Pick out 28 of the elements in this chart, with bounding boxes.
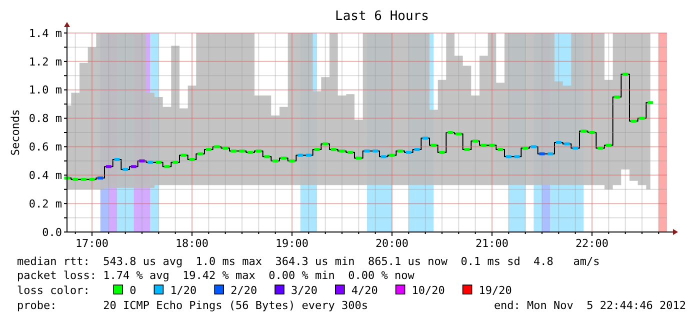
legend-label: 10/20 (412, 284, 445, 297)
y-tick-label: 1.0 m (28, 84, 62, 97)
y-tick-label: 0.4 m (28, 168, 62, 182)
legend-label: 0 (130, 284, 136, 297)
x-tick-label: 20:00 (375, 237, 409, 250)
text: median rtt: 543.8 us avg 1.0 ms max 364.3 us min 865.1 us now 0.1 ms sd 4.8 am/s (17, 255, 600, 268)
y-tick-label: 1.2 m (28, 55, 62, 68)
y-tick-label: 0.0 (42, 226, 62, 239)
y-tick-label: 0.2 m (28, 197, 62, 210)
legend-label: 1/20 (170, 284, 197, 297)
x-tick-label: 17:00 (75, 237, 109, 250)
x-tick-label: 21:00 (475, 237, 509, 250)
text: packet loss: 1.74 % avg 19.42 % max 0.00 % min 0.00 % now (17, 269, 415, 282)
x-tick-label: 22:00 (575, 237, 609, 250)
y-axis-title: Seconds (9, 109, 22, 156)
text: end: Mon Nov 5 22:44:46 2012 (494, 299, 686, 312)
legend-label: 2/20 (230, 284, 258, 297)
y-tick-label: 1.4 m (28, 26, 62, 40)
y-tick-label: 0.6 m (28, 140, 62, 154)
chart-title: Last 6 Hours (335, 9, 429, 24)
legend-label: 3/20 (291, 284, 318, 297)
text: probe: 20 ICMP Echo Pings (56 Bytes) every 300s (17, 299, 368, 312)
x-tick-label: 18:00 (175, 237, 209, 250)
y-tick-label: 0.8 m (28, 112, 62, 126)
legend-title: loss color: (17, 284, 90, 297)
legend-label: 19/20 (478, 284, 512, 297)
legend-label: 4/20 (351, 284, 378, 297)
x-tick-label: 19:00 (275, 237, 309, 250)
